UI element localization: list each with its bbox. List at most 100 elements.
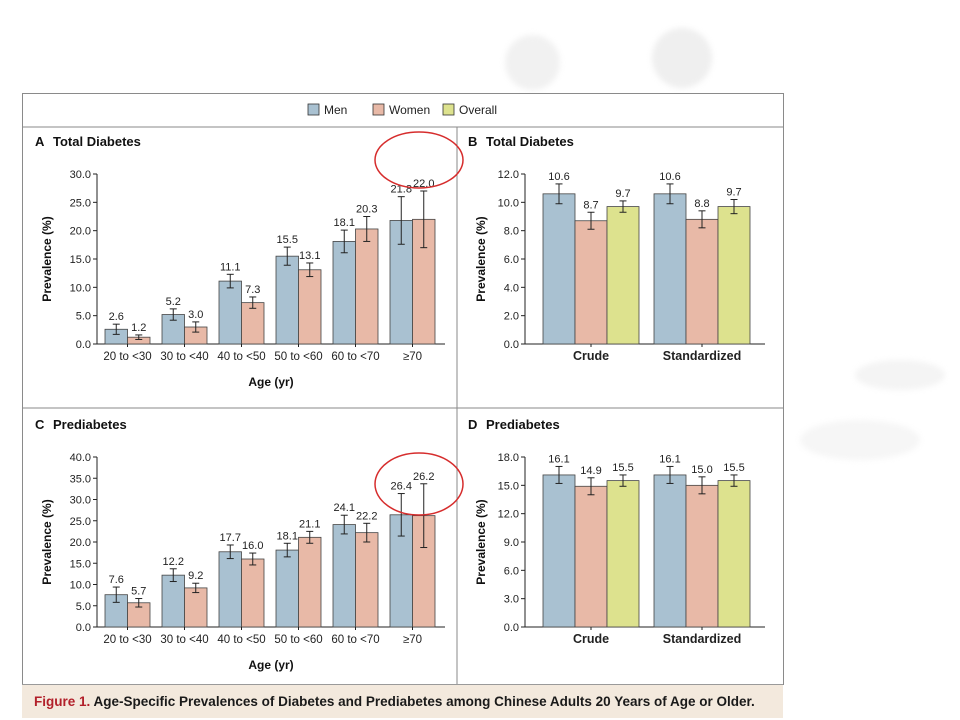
data-label: 21.1 xyxy=(299,518,320,530)
x-tick-label: Crude xyxy=(573,349,609,363)
x-tick-label: 50 to <60 xyxy=(274,634,322,646)
annotation-circle xyxy=(374,131,464,189)
data-label: 16.0 xyxy=(242,540,263,552)
legend-swatch-overall xyxy=(442,103,455,116)
panel-letter: A xyxy=(35,134,45,149)
bar xyxy=(241,558,265,628)
bar xyxy=(542,474,576,628)
legend-swatch-men xyxy=(307,103,320,116)
legend-label-overall: Overall xyxy=(459,103,497,117)
x-tick-label: 40 to <50 xyxy=(217,634,265,646)
y-tick-label: 5.0 xyxy=(76,311,91,323)
data-label: 18.1 xyxy=(277,530,298,542)
data-label: 16.1 xyxy=(548,453,569,465)
background-decoration xyxy=(505,35,560,90)
background-decoration xyxy=(652,28,712,88)
data-label: 24.1 xyxy=(334,502,355,514)
y-tick-label: 3.0 xyxy=(504,594,519,606)
figure-chart: Men Women Overall A Total Diabetes 0.0 5.0 10.… xyxy=(23,103,783,684)
bar xyxy=(685,484,719,628)
bar xyxy=(606,480,640,628)
y-axis-label: Prevalence (%) xyxy=(40,499,54,584)
figure-caption: Figure 1. Age-Specific Prevalences of Di… xyxy=(22,684,783,718)
y-axis-label: Prevalence (%) xyxy=(40,216,54,301)
y-tick-label: 30.0 xyxy=(70,495,91,507)
data-label: 1.2 xyxy=(131,322,146,334)
bar xyxy=(355,228,379,345)
y-tick-label: 0.0 xyxy=(504,339,519,351)
legend: Men Women Overall xyxy=(307,103,497,117)
figure-frame: Men Women Overall A Total Diabetes 0.0 5.0 10.… xyxy=(22,93,784,685)
data-label: 9.7 xyxy=(615,188,630,200)
panel-title: Prediabetes xyxy=(53,417,127,432)
x-tick-label: Standardized xyxy=(663,632,742,646)
panel-title: Total Diabetes xyxy=(486,134,574,149)
data-label: 17.7 xyxy=(220,532,241,544)
y-tick-label: 15.0 xyxy=(498,480,519,492)
x-tick-label: 60 to <70 xyxy=(331,634,379,646)
y-tick-label: 8.0 xyxy=(504,226,519,238)
panel-a-total-diabetes: A Total Diabetes 0.0 5.0 10.0 15.0 20.0 25.0 30.… xyxy=(35,131,464,389)
panel-d-prediabetes: D Prediabetes 0.0 3.0 6.0 9.0 12.0 15.0 18.0 Prev… xyxy=(468,417,765,646)
annotation-circle xyxy=(374,452,464,516)
data-label: 11.1 xyxy=(220,261,241,273)
data-label: 9.2 xyxy=(188,570,203,582)
data-label: 15.0 xyxy=(691,464,712,476)
y-tick-label: 30.0 xyxy=(70,169,91,181)
data-label: 26.2 xyxy=(413,471,434,483)
data-label: 26.4 xyxy=(391,481,412,493)
bar xyxy=(218,280,242,345)
x-tick-label: Standardized xyxy=(663,349,742,363)
data-label: 10.6 xyxy=(548,171,569,183)
bar xyxy=(717,206,751,345)
y-tick-label: 20.0 xyxy=(70,537,91,549)
y-tick-label: 15.0 xyxy=(70,254,91,266)
y-tick-label: 6.0 xyxy=(504,565,519,577)
x-tick-label: 20 to <30 xyxy=(103,351,151,363)
y-tick-label: 0.0 xyxy=(504,622,519,634)
y-tick-label: 10.0 xyxy=(498,197,519,209)
x-axis-label: Age (yr) xyxy=(248,658,293,672)
bar xyxy=(542,193,576,345)
panel-c-prediabetes: C Prediabetes 0.0 5.0 10.0 15.0 20.0 25.0 30.0 35… xyxy=(35,417,464,672)
data-label: 22.2 xyxy=(356,510,377,522)
legend-label-women: Women xyxy=(389,103,430,117)
data-label: 13.1 xyxy=(299,250,320,262)
panel-letter: C xyxy=(35,417,45,432)
y-tick-label: 2.0 xyxy=(504,311,519,323)
data-label: 10.6 xyxy=(659,171,680,183)
y-tick-label: 18.0 xyxy=(498,452,519,464)
x-tick-label: 30 to <40 xyxy=(160,351,208,363)
bar xyxy=(184,587,208,628)
legend-swatch-women xyxy=(372,103,385,116)
bar xyxy=(332,524,356,628)
bar xyxy=(332,241,356,345)
data-label: 16.1 xyxy=(659,453,680,465)
y-tick-label: 6.0 xyxy=(504,254,519,266)
bar xyxy=(574,220,608,345)
x-tick-label: Crude xyxy=(573,632,609,646)
data-label: 5.7 xyxy=(131,586,146,598)
data-label: 18.1 xyxy=(334,217,355,229)
bar xyxy=(574,485,608,628)
y-tick-label: 0.0 xyxy=(76,339,91,351)
data-label: 8.7 xyxy=(583,199,598,211)
data-label: 7.3 xyxy=(245,284,260,296)
panel-letter: B xyxy=(468,134,477,149)
caption-label: Figure 1. xyxy=(34,694,91,709)
bar xyxy=(275,549,299,628)
x-tick-label: ≥70 xyxy=(403,351,422,363)
y-tick-label: 10.0 xyxy=(70,282,91,294)
y-tick-label: 25.0 xyxy=(70,197,91,209)
bar xyxy=(298,269,322,345)
background-decoration xyxy=(800,420,920,460)
data-label: 2.6 xyxy=(109,311,124,323)
y-tick-label: 5.0 xyxy=(76,601,91,613)
x-tick-label: 50 to <60 xyxy=(274,351,322,363)
x-tick-label: 20 to <30 xyxy=(103,634,151,646)
data-label: 14.9 xyxy=(580,465,601,477)
panel-title: Total Diabetes xyxy=(53,134,141,149)
y-tick-label: 0.0 xyxy=(76,622,91,634)
y-tick-label: 10.0 xyxy=(70,580,91,592)
bar xyxy=(606,206,640,345)
